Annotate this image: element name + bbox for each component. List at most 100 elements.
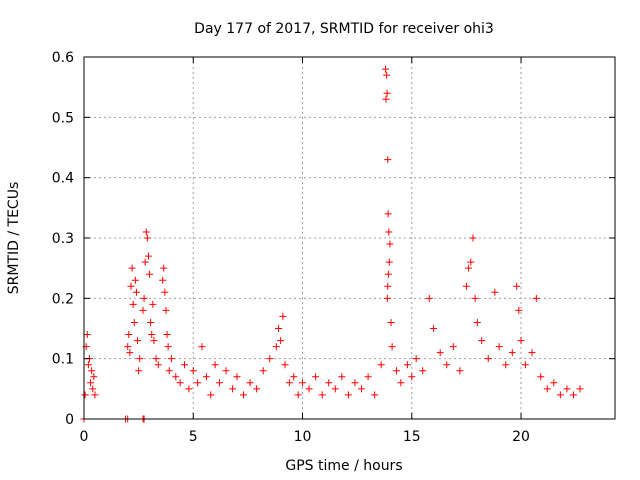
data-point: [127, 282, 135, 290]
data-point: [181, 361, 189, 369]
data-point: [294, 391, 302, 399]
data-point: [318, 391, 326, 399]
data-point: [521, 361, 529, 369]
data-point: [162, 306, 170, 314]
data-point: [83, 331, 91, 339]
data-points: [80, 65, 584, 423]
data-point: [537, 373, 545, 381]
data-point: [491, 288, 499, 296]
data-point: [164, 343, 172, 351]
data-point: [382, 65, 390, 73]
data-point: [185, 385, 193, 393]
data-point: [141, 258, 149, 266]
data-point: [211, 361, 219, 369]
data-point: [384, 210, 392, 218]
gridlines: [84, 56, 615, 419]
data-point: [148, 331, 156, 339]
data-point: [508, 349, 516, 357]
data-point: [161, 288, 169, 296]
data-point: [189, 367, 197, 375]
data-point: [471, 294, 479, 302]
data-point: [126, 349, 134, 357]
data-point: [194, 379, 202, 387]
data-point: [299, 379, 307, 387]
data-point: [167, 355, 175, 363]
data-point: [144, 252, 152, 260]
data-point: [165, 367, 173, 375]
y-tick-label: 0.2: [52, 291, 74, 307]
data-point: [132, 288, 140, 296]
data-point: [215, 379, 223, 387]
data-point: [81, 391, 89, 399]
data-point: [478, 337, 486, 345]
data-point: [419, 367, 427, 375]
data-point: [385, 228, 393, 236]
data-point: [240, 391, 248, 399]
y-tick-label: 0: [65, 412, 74, 428]
data-point: [290, 373, 298, 381]
data-point: [233, 373, 241, 381]
data-point: [382, 95, 390, 103]
data-point: [344, 391, 352, 399]
data-point: [272, 343, 280, 351]
data-point: [142, 228, 150, 236]
data-point: [150, 337, 158, 345]
data-point: [172, 373, 180, 381]
data-point: [246, 379, 254, 387]
data-point: [134, 337, 142, 345]
data-point: [383, 89, 391, 97]
data-point: [543, 385, 551, 393]
data-point: [386, 240, 394, 248]
data-point: [128, 264, 136, 272]
data-point: [91, 391, 99, 399]
data-point: [528, 349, 536, 357]
data-point: [517, 337, 525, 345]
data-point: [563, 385, 571, 393]
data-point: [312, 373, 320, 381]
y-axis-label: SRMTID / TECUs: [6, 182, 22, 295]
data-point: [383, 294, 391, 302]
y-tick-label: 0.4: [52, 171, 74, 187]
data-point: [387, 318, 395, 326]
data-point: [384, 282, 392, 290]
data-point: [202, 373, 210, 381]
y-tick-label: 0.1: [52, 352, 74, 368]
data-point: [140, 294, 148, 302]
data-point: [338, 373, 346, 381]
data-point: [384, 270, 392, 278]
data-point: [129, 300, 137, 308]
data-point: [383, 71, 391, 79]
data-point: [484, 355, 492, 363]
data-point: [135, 367, 143, 375]
data-point: [207, 391, 215, 399]
data-point: [515, 306, 523, 314]
axis-ticks: 0 5 10 15 20 0 0.1 0.2 0.3 0.4 0.5 0.6: [52, 50, 615, 445]
data-point: [351, 379, 359, 387]
data-point: [467, 258, 475, 266]
data-point: [274, 325, 282, 332]
data-point: [159, 276, 167, 284]
data-point: [502, 361, 510, 369]
data-point: [139, 306, 147, 314]
data-point: [385, 258, 393, 266]
data-point: [495, 343, 503, 351]
data-point: [259, 367, 267, 375]
data-point: [473, 318, 481, 326]
data-point: [532, 294, 540, 302]
data-point: [397, 379, 405, 387]
data-point: [90, 373, 98, 381]
data-point: [556, 391, 564, 399]
data-point: [152, 355, 160, 363]
data-point: [277, 337, 285, 345]
data-point: [154, 361, 162, 369]
data-point: [364, 373, 372, 381]
x-tick-label: 10: [294, 429, 312, 445]
data-point: [449, 343, 457, 351]
data-point: [146, 270, 154, 278]
y-tick-label: 0.3: [52, 231, 74, 247]
data-point: [469, 234, 477, 242]
data-point: [550, 379, 558, 387]
data-point: [358, 385, 366, 393]
data-point: [436, 349, 444, 357]
data-point: [443, 361, 451, 369]
